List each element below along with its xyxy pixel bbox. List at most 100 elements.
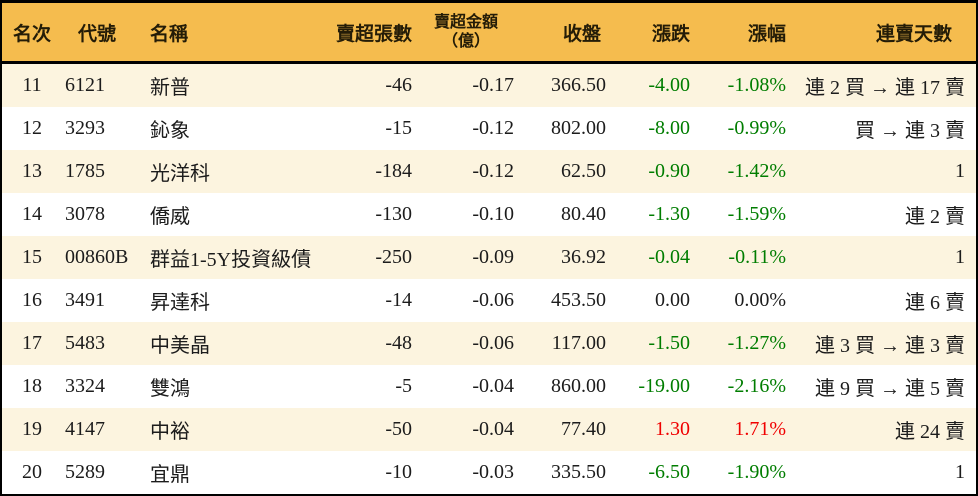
cell-streak: 連 9 買 → 連 5 賣 — [815, 378, 965, 400]
cell-change: -0.90 — [648, 160, 690, 182]
cell-name: 雙鴻 — [150, 378, 190, 400]
cell-name: 昇達科 — [150, 292, 210, 314]
table-header: 名次 代號 名稱 賣超張數 賣超金額 （億） 收盤 漲跌 漲幅 連賣天數 — [2, 3, 976, 64]
table-row: 18 3324 雙鴻 -5 -0.04 860.00 -19.00 -2.16% 連 9 買 →… — [2, 365, 976, 408]
col-header-sell-amount-line1: 賣超金額 — [433, 14, 498, 31]
cell-code: 3491 — [65, 289, 105, 311]
cell-change-pct: 0.00% — [734, 289, 786, 311]
cell-close: 860.00 — [551, 375, 606, 397]
cell-name: 鈊象 — [150, 120, 190, 142]
cell-change-pct: -1.42% — [727, 160, 786, 182]
cell-streak: 連 2 賣 — [905, 206, 965, 228]
cell-close: 366.50 — [551, 74, 606, 96]
cell-streak: 1 — [955, 160, 965, 182]
cell-change: -4.00 — [648, 74, 690, 96]
cell-streak: 連 2 買 → 連 17 賣 — [805, 77, 965, 99]
col-header-sell-amount: 賣超金額 （億） — [415, 13, 517, 51]
cell-code: 3324 — [65, 375, 105, 397]
col-header-name: 名稱 — [150, 23, 189, 45]
table-row: 20 5289 宜鼎 -10 -0.03 335.50 -6.50 -1.90% 1 — [2, 451, 976, 494]
cell-rank: 15 — [22, 246, 42, 268]
cell-rank: 13 — [22, 160, 42, 182]
cell-rank: 14 — [22, 203, 42, 225]
cell-close: 453.50 — [551, 289, 606, 311]
cell-code: 4147 — [65, 418, 105, 440]
cell-sell-volume: -130 — [375, 203, 412, 225]
cell-streak: 買 → 連 3 賣 — [855, 120, 965, 142]
cell-change-pct: -1.27% — [727, 332, 786, 354]
cell-code: 1785 — [65, 160, 105, 182]
col-header-sell-amount-line2: （億） — [441, 33, 490, 50]
cell-name: 宜鼎 — [150, 464, 190, 486]
col-header-sell-volume: 賣超張數 — [335, 23, 412, 45]
cell-sell-volume: -250 — [375, 246, 412, 268]
cell-change-pct: -1.59% — [727, 203, 786, 225]
cell-change-pct: -1.08% — [727, 74, 786, 96]
cell-code: 5483 — [65, 332, 105, 354]
cell-sell-volume: -184 — [375, 160, 412, 182]
cell-close: 335.50 — [551, 461, 606, 483]
cell-sell-volume: -5 — [395, 375, 412, 397]
cell-change-pct: -0.11% — [728, 246, 786, 268]
table-row: 12 3293 鈊象 -15 -0.12 802.00 -8.00 -0.99% 買 → 連 3… — [2, 107, 976, 150]
table-row: 13 1785 光洋科 -184 -0.12 62.50 -0.90 -1.42% 1 — [2, 150, 976, 193]
cell-code: 3078 — [65, 203, 105, 225]
cell-sell-volume: -15 — [385, 117, 412, 139]
cell-sell-amount: -0.17 — [472, 74, 514, 96]
cell-sell-volume: -46 — [385, 74, 412, 96]
cell-name: 光洋科 — [150, 163, 210, 185]
cell-sell-amount: -0.12 — [472, 160, 514, 182]
cell-close: 117.00 — [551, 332, 606, 354]
cell-close: 80.40 — [561, 203, 606, 225]
cell-sell-amount: -0.04 — [472, 375, 514, 397]
table-row: 14 3078 僑威 -130 -0.10 80.40 -1.30 -1.59% 連 2 賣 — [2, 193, 976, 236]
cell-change: 1.30 — [655, 418, 690, 440]
cell-code: 5289 — [65, 461, 105, 483]
table-row: 16 3491 昇達科 -14 -0.06 453.50 0.00 0.00% 連 6 賣 — [2, 279, 976, 322]
cell-sell-amount: -0.12 — [472, 117, 514, 139]
cell-name: 中美晶 — [150, 335, 210, 357]
col-header-rank: 名次 — [12, 23, 51, 45]
cell-sell-volume: -10 — [385, 461, 412, 483]
cell-code: 3293 — [65, 117, 105, 139]
cell-sell-amount: -0.04 — [472, 418, 514, 440]
col-header-close: 收盤 — [562, 23, 601, 45]
cell-change: -0.04 — [648, 246, 690, 268]
col-header-code: 代號 — [78, 23, 117, 45]
cell-rank: 11 — [22, 74, 42, 96]
cell-streak: 連 6 賣 — [905, 292, 965, 314]
cell-close: 62.50 — [561, 160, 606, 182]
cell-rank: 12 — [22, 117, 42, 139]
cell-change-pct: -2.16% — [727, 375, 786, 397]
cell-sell-amount: -0.10 — [472, 203, 514, 225]
table-body: 11 6121 新普 -46 -0.17 366.50 -4.00 -1.08% 連 2 買 →… — [2, 64, 976, 494]
cell-name: 新普 — [150, 77, 190, 99]
cell-code: 00860B — [65, 246, 129, 268]
cell-change: -1.30 — [648, 203, 690, 225]
col-header-streak: 連賣天數 — [875, 23, 952, 45]
cell-change-pct: 1.71% — [734, 418, 786, 440]
cell-rank: 16 — [22, 289, 42, 311]
cell-close: 802.00 — [551, 117, 606, 139]
cell-change: 0.00 — [655, 289, 690, 311]
cell-change: -19.00 — [638, 375, 690, 397]
cell-name: 群益1-5Y投資級債 — [150, 249, 312, 271]
cell-sell-amount: -0.06 — [472, 289, 514, 311]
cell-rank: 18 — [22, 375, 42, 397]
table-row: 17 5483 中美晶 -48 -0.06 117.00 -1.50 -1.27% 連 3 買 … — [2, 322, 976, 365]
table-row: 11 6121 新普 -46 -0.17 366.50 -4.00 -1.08% 連 2 買 →… — [2, 64, 976, 107]
cell-change: -1.50 — [648, 332, 690, 354]
table-row: 15 00860B 群益1-5Y投資級債 -250 -0.09 36.92 -0.04 -0.… — [2, 236, 976, 279]
col-header-change: 漲跌 — [651, 23, 690, 45]
col-header-change-pct: 漲幅 — [747, 23, 786, 45]
cell-sell-amount: -0.09 — [472, 246, 514, 268]
cell-sell-volume: -48 — [385, 332, 412, 354]
cell-sell-amount: -0.06 — [472, 332, 514, 354]
cell-change: -6.50 — [648, 461, 690, 483]
cell-close: 77.40 — [561, 418, 606, 440]
cell-streak: 連 24 賣 — [895, 421, 965, 443]
cell-change-pct: -1.90% — [727, 461, 786, 483]
table-row: 19 4147 中裕 -50 -0.04 77.40 1.30 1.71% 連 24 賣 — [2, 408, 976, 451]
cell-change-pct: -0.99% — [727, 117, 786, 139]
